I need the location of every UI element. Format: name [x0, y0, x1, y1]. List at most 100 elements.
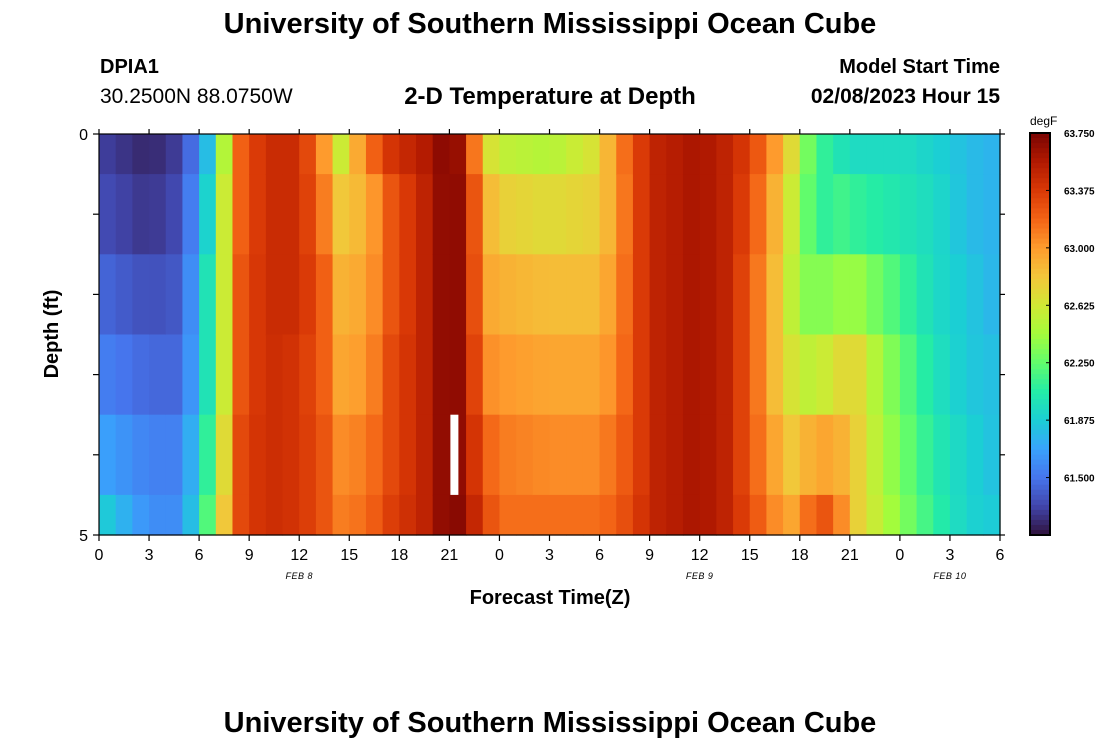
- heatmap-cell: [816, 414, 834, 496]
- date-label: FEB 9: [686, 571, 714, 581]
- x-tick-label: 21: [440, 547, 458, 564]
- x-tick-label: 12: [691, 547, 709, 564]
- x-tick-label: 21: [841, 547, 859, 564]
- heatmap-cell: [816, 254, 834, 336]
- heatmap-cell: [833, 334, 851, 416]
- heatmap-cell: [416, 134, 434, 175]
- heatmap-cell: [849, 134, 868, 175]
- heatmap-cell: [733, 334, 751, 416]
- model-start-label: Model Start Time: [839, 56, 1000, 78]
- heatmap-cell: [849, 334, 868, 416]
- heatmap-cell: [833, 174, 851, 255]
- heatmap-cell: [532, 174, 551, 255]
- heatmap-cell: [866, 134, 884, 175]
- x-tick-label: 3: [545, 547, 554, 564]
- heatmap-cell: [349, 174, 367, 255]
- heatmap-cell: [933, 494, 951, 536]
- heatmap-cell: [949, 174, 968, 255]
- heatmap-cell: [749, 494, 768, 536]
- colorbar-label: 63.375: [1064, 186, 1095, 197]
- heatmap-cell: [833, 414, 851, 496]
- heatmap-cell: [399, 494, 417, 536]
- heatmap-cell: [833, 134, 851, 175]
- heatmap-cell: [215, 334, 234, 416]
- heatmap-cell: [716, 414, 734, 496]
- station-id: DPIA1: [100, 56, 159, 78]
- heatmap-cell: [516, 494, 534, 536]
- heatmap-cell: [149, 254, 167, 336]
- heatmap-cell: [265, 254, 284, 336]
- heatmap-cell: [99, 414, 117, 496]
- heatmap-cell: [416, 254, 434, 336]
- heatmap-cell: [115, 414, 133, 496]
- heatmap-cell: [449, 134, 467, 175]
- heatmap-cell: [733, 494, 751, 536]
- heatmap-cell: [182, 134, 200, 175]
- heatmap-cell: [265, 414, 284, 496]
- heatmap-cell: [716, 174, 734, 255]
- heatmap-cell: [799, 174, 818, 255]
- heatmap-cell: [315, 414, 334, 496]
- heatmap-cell: [132, 254, 150, 336]
- heatmap-cell: [733, 174, 751, 255]
- x-tick-label: 3: [945, 547, 954, 564]
- heatmap-cell: [499, 134, 517, 175]
- heatmap-cell: [516, 414, 534, 496]
- heatmap-cell: [299, 494, 317, 536]
- heatmap-cell: [199, 414, 217, 496]
- heatmap-cell: [115, 134, 133, 175]
- heatmap-cell: [883, 494, 901, 536]
- heatmap-cell: [933, 134, 951, 175]
- colorbar-label: 63.750: [1064, 129, 1095, 140]
- heatmap-cell: [182, 414, 200, 496]
- heatmap-cell: [866, 494, 884, 536]
- heatmap-cell: [966, 134, 984, 175]
- heatmap-cell: [632, 254, 651, 336]
- heatmap-cell: [432, 134, 450, 175]
- heatmap-cell: [749, 334, 768, 416]
- heatmap-cell: [399, 174, 417, 255]
- heatmap-cell: [449, 254, 467, 336]
- heatmap-cell: [966, 334, 984, 416]
- heatmap-cell: [899, 494, 918, 536]
- heatmap-cell: [949, 254, 968, 336]
- x-tick-label: 6: [996, 547, 1005, 564]
- heatmap-cell: [115, 174, 133, 255]
- heatmap-cell: [182, 254, 200, 336]
- heatmap-cell: [532, 414, 551, 496]
- colorbar-ramp: [1030, 133, 1050, 536]
- heatmap-cell: [332, 334, 350, 416]
- heatmap-cell: [516, 134, 534, 175]
- heatmap-cell: [799, 414, 818, 496]
- colorbar-label: 62.625: [1064, 301, 1095, 312]
- heatmap-cell: [783, 174, 801, 255]
- heatmap-cell: [399, 254, 417, 336]
- heatmap-cell: [582, 174, 601, 255]
- heatmap-cell: [899, 174, 918, 255]
- heatmap-cell: [165, 254, 184, 336]
- heatmap-cell: [666, 494, 684, 536]
- heatmap-cell: [749, 254, 768, 336]
- x-tick-label: 9: [645, 547, 654, 564]
- heatmap-cell: [516, 254, 534, 336]
- heatmap-cell: [849, 414, 868, 496]
- heatmap-cell: [933, 174, 951, 255]
- heatmap-cell: [699, 174, 717, 255]
- heatmap-cell: [332, 414, 350, 496]
- heatmap-cell: [716, 334, 734, 416]
- heatmap-cell: [299, 254, 317, 336]
- heatmap-cell: [282, 494, 300, 536]
- heatmap-cell: [549, 174, 567, 255]
- heatmap-cell: [649, 134, 667, 175]
- heatmap-cell: [866, 174, 884, 255]
- heatmap-cell: [499, 334, 517, 416]
- heatmap-cell: [866, 254, 884, 336]
- x-axis: 0 3 6 9 12 15 18 21 0 3 6 9 12 15 18 21 0 3 6 FEB 8 FEB 9 FEB…: [95, 129, 1005, 581]
- heatmap-cell: [699, 134, 717, 175]
- heatmap-cell: [799, 334, 818, 416]
- heatmap-cell: [182, 334, 200, 416]
- heatmap-cell: [949, 134, 968, 175]
- x-tick-label: 6: [595, 547, 604, 564]
- colorbar-units: degF: [1030, 114, 1057, 128]
- heatmap-cell: [182, 174, 200, 255]
